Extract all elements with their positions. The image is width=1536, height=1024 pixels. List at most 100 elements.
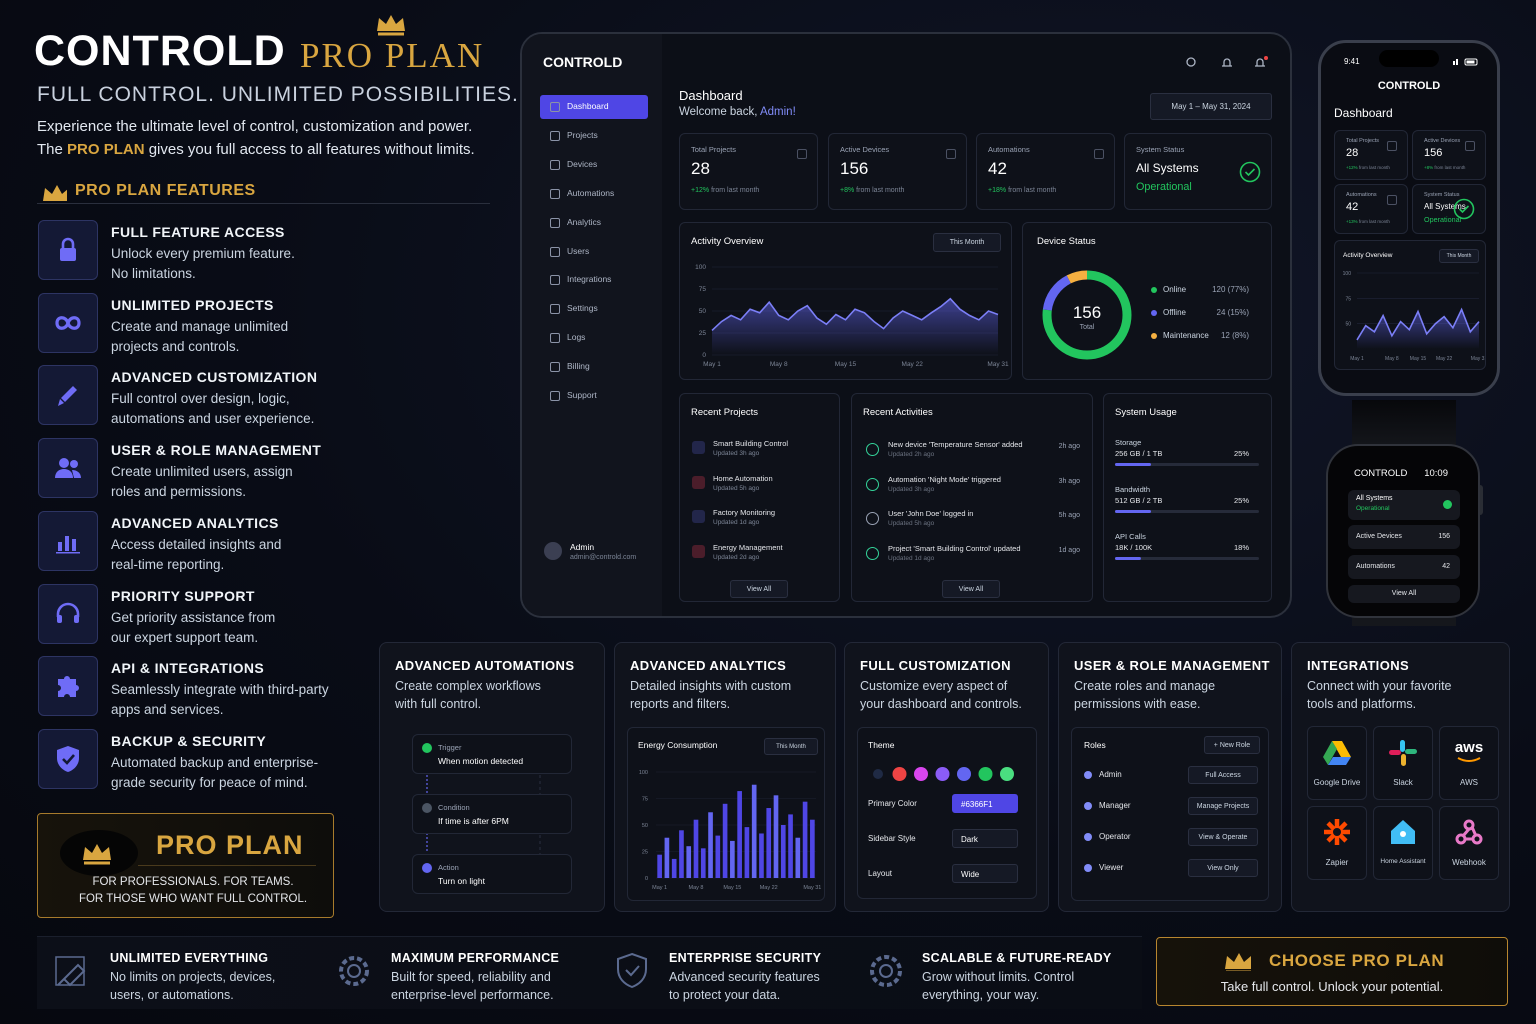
area — [1357, 309, 1479, 349]
card-title: ADVANCED AUTOMATIONS — [395, 658, 575, 673]
bar — [686, 846, 692, 878]
x-tick-label: May 8 — [1385, 356, 1399, 362]
flow-icon — [422, 743, 432, 753]
bar — [795, 837, 801, 878]
watch-row: Active Devices 156 — [1348, 525, 1460, 549]
icon-part — [1323, 741, 1337, 765]
activity-icon — [866, 477, 879, 491]
pro-badge-line: FOR PROFESSIONALS. FOR TEAMS. — [92, 876, 294, 888]
nav-item: Logs — [567, 332, 586, 343]
period: This Month — [1439, 249, 1479, 263]
role-name: Admin — [1099, 770, 1122, 779]
intro: Experience the ultimate level of control… — [37, 118, 473, 135]
feature-desc: Get priority assistance from — [111, 609, 276, 625]
integration-name: Google Drive — [1313, 778, 1361, 787]
feature-desc: grade security for peace of mind. — [111, 774, 308, 790]
bar — [664, 837, 670, 878]
nav-item: Integrations — [567, 274, 612, 285]
activity-time: 1d ago — [1058, 546, 1080, 554]
feature-card: FULL CUSTOMIZATION Customize every aspect… — [844, 642, 1049, 912]
watch-row: Automations 42 — [1348, 555, 1460, 579]
page-title: Dashboard — [679, 88, 743, 103]
card-desc: Customize every aspect of — [860, 679, 1008, 693]
nav-item: Billing — [567, 361, 590, 372]
integration-logo — [1455, 819, 1483, 845]
bar — [722, 803, 728, 878]
nav-icon — [550, 391, 560, 401]
icon-part — [1255, 58, 1265, 67]
flow-text: Turn on light — [438, 876, 485, 886]
integration-name: Home Assistant — [1380, 858, 1426, 865]
field-label: Primary Color — [868, 799, 917, 808]
x-tick-label: May 1 — [652, 885, 667, 891]
phone: 9:41 CONTROLD Dashboard Total Projects 28 +12… — [1318, 40, 1500, 396]
card-desc: Create roles and manage — [1074, 679, 1216, 693]
x-tick-label: May 22 — [760, 885, 778, 891]
watch-status: All Systems Operational — [1348, 490, 1460, 520]
feature-desc: our expert support team. — [111, 629, 259, 645]
activity-meta: Updated 5h ago — [888, 520, 935, 527]
icon — [58, 386, 77, 407]
legend-value: 12 (8%) — [1220, 331, 1249, 340]
user-name: Admin — [570, 542, 595, 552]
benefit-title: UNLIMITED EVERYTHING — [110, 951, 269, 965]
pro-badge: PRO PLAN FOR PROFESSIONALS. FOR TEAMS. FOR… — [37, 813, 334, 918]
icon — [58, 676, 79, 698]
bar — [780, 825, 786, 878]
usage-panel: System Usage Storage 256 GB / 1 TB 25% Bandw… — [1103, 393, 1272, 602]
icon-part — [1464, 58, 1478, 66]
intro-part: gives you full access to all features wi… — [144, 141, 475, 158]
check — [1453, 198, 1475, 220]
card-desc: tools and platforms. — [1307, 697, 1417, 711]
bar — [693, 819, 699, 878]
legend-dot — [1151, 287, 1157, 293]
bar — [700, 848, 706, 878]
date-range: May 1 – May 31, 2024 — [1150, 93, 1272, 120]
icon-part — [1455, 819, 1483, 845]
period: This Month — [764, 738, 818, 755]
role-permission: View & Operate — [1188, 828, 1258, 846]
benefit-desc: everything, your way. — [922, 988, 1040, 1002]
flow-label: Condition — [438, 803, 470, 812]
feature-desc: projects and controls. — [111, 338, 240, 354]
nav-item: Support — [567, 390, 597, 400]
icon-part — [72, 538, 76, 551]
nav-active — [540, 95, 648, 119]
feature-title: BACKUP & SECURITY — [111, 732, 267, 749]
feature-icon — [38, 220, 98, 280]
stat-icon — [946, 149, 956, 159]
field-value: Wide — [952, 864, 1018, 883]
stat-card: Active Devices 156 +8% from last month — [828, 133, 967, 210]
flow-text: When motion detected — [438, 756, 524, 766]
cta[interactable]: CHOOSE PRO PLAN Take full control. Unlock… — [1156, 937, 1508, 1006]
date-range-text: May 1 – May 31, 2024 — [1171, 102, 1251, 111]
usage-label: 18% — [1233, 543, 1249, 552]
icon-part — [70, 460, 78, 469]
activities-panel: Recent Activities New device 'Temperature… — [851, 393, 1093, 602]
period-text: This Month — [1446, 253, 1472, 259]
top-icons — [1186, 56, 1268, 67]
feature-card: INTEGRATIONS Connect with your favorite to… — [1291, 642, 1510, 912]
intro-part: The — [37, 141, 68, 158]
y-tick-label: 100 — [695, 264, 706, 271]
panel-title: Recent Activities — [863, 407, 933, 418]
view-all-text: View All — [746, 585, 772, 593]
benefit-desc: Advanced security features — [669, 970, 820, 984]
activity-time: 5h ago — [1058, 512, 1080, 519]
status-card: System Status All Systems Operational — [1124, 133, 1272, 210]
panel-title: Activity Overview — [1343, 252, 1393, 259]
field-value-text: Dark — [961, 835, 978, 844]
role-permission-text: Full Access — [1205, 771, 1241, 779]
activity-time: 2h ago — [1058, 443, 1080, 450]
card-title: INTEGRATIONS — [1307, 658, 1410, 673]
x-tick-label: May 1 — [703, 361, 721, 368]
icon-part — [59, 458, 69, 469]
icon-part — [56, 602, 80, 617]
icon-part — [57, 614, 62, 623]
usage-detail: 18K / 100K — [1115, 543, 1153, 552]
stat-value: 28 — [691, 158, 710, 178]
connectors — [426, 775, 541, 855]
usage-track — [1115, 557, 1259, 560]
user-email: admin@controld.com — [570, 554, 637, 561]
